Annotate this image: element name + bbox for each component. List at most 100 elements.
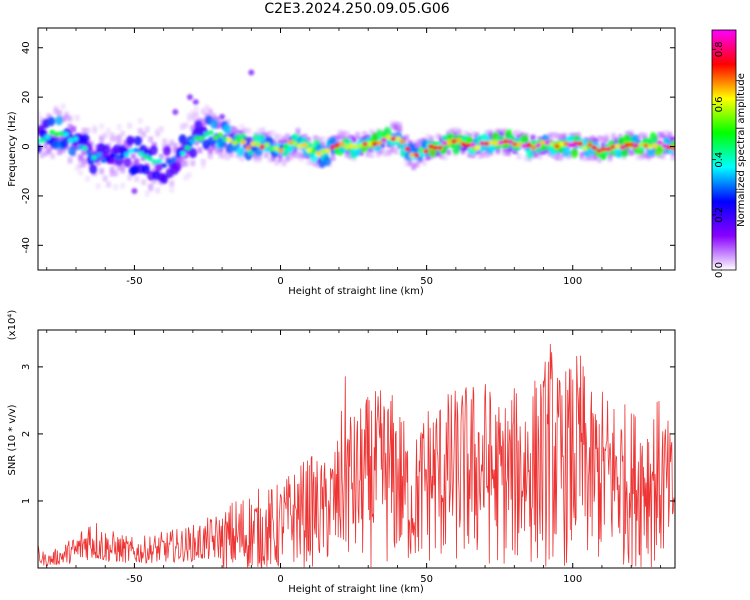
heatmap-cell <box>558 153 564 160</box>
heatmap-cell <box>287 139 294 145</box>
heatmap-cell <box>155 131 161 138</box>
heatmap-cell <box>218 149 224 156</box>
heatmap-cell <box>313 160 319 167</box>
heatmap-cell <box>253 152 259 159</box>
heatmap-cell <box>86 151 93 157</box>
spectrogram-plot: -50 0 50 100 -40 -20 0 20 40 Height of straight … <box>7 27 676 297</box>
heatmap-cell <box>246 128 252 135</box>
heatmap-cell <box>451 138 457 144</box>
heatmap-cell <box>179 161 185 168</box>
heatmap-cell <box>540 139 546 145</box>
heatmap-cell <box>278 148 284 154</box>
heatmap-cell <box>575 132 581 139</box>
heatmap-cell <box>72 136 79 142</box>
heatmap-cell <box>365 151 371 158</box>
heatmap-cell <box>148 184 154 191</box>
heatmap-cell <box>190 160 196 167</box>
heatmap-cell <box>120 130 126 137</box>
heatmap-cell <box>212 135 219 141</box>
heatmap-cell <box>305 136 311 143</box>
heatmap-cell <box>591 145 598 151</box>
heatmap-cell <box>207 108 213 115</box>
page-title: C2E3.2024.250.09.05.G06 <box>264 1 450 17</box>
heatmap-cell <box>208 130 214 135</box>
heatmap-cell <box>393 124 399 131</box>
heatmap-cell <box>81 161 87 168</box>
heatmap-cell <box>586 142 593 148</box>
heatmap-cell <box>298 155 304 162</box>
heatmap-cell <box>467 151 473 158</box>
heatmap-cell <box>446 139 453 145</box>
heatmap-cell <box>253 156 259 163</box>
heatmap-cell <box>481 151 487 158</box>
heatmap-cell <box>619 145 626 150</box>
x-tick-label: 100 <box>563 574 582 585</box>
heatmap-cell <box>147 156 154 162</box>
heatmap-cell <box>109 132 115 139</box>
heatmap-cell <box>113 170 119 177</box>
heatmap-cell <box>193 112 199 119</box>
heatmap-cell <box>418 138 424 145</box>
heatmap-cell <box>95 152 102 158</box>
heatmap-cell <box>273 146 280 151</box>
heatmap-cell <box>186 112 192 119</box>
heatmap-cell <box>197 127 203 134</box>
heatmap-cell <box>554 148 560 155</box>
heatmap-cell <box>297 143 303 149</box>
heatmap-cell <box>344 147 350 154</box>
heatmap-cell <box>495 128 501 135</box>
heatmap-cell <box>390 136 397 142</box>
heatmap-cell <box>81 127 87 134</box>
heatmap-cell <box>604 134 610 141</box>
heatmap-cell <box>267 156 273 163</box>
heatmap-cell <box>155 187 161 194</box>
heatmap-cell <box>309 159 315 166</box>
heatmap-cell <box>453 127 459 134</box>
heatmap-cell <box>642 132 648 139</box>
heatmap-cell <box>537 153 543 160</box>
heatmap-cell <box>64 111 70 118</box>
heatmap-cell <box>99 136 105 143</box>
snr-frame <box>37 329 676 569</box>
heatmap-cell <box>260 127 266 134</box>
heatmap-cell <box>183 152 189 159</box>
heatmap-cell <box>267 130 273 137</box>
heatmap-cell <box>325 148 331 154</box>
spectrogram-xlabel: Height of straight line (km) <box>288 286 424 297</box>
heatmap-cell <box>105 156 111 162</box>
heatmap-cell <box>660 152 666 159</box>
heatmap-cell <box>106 181 112 188</box>
heatmap-cell <box>657 140 663 146</box>
heatmap-cell <box>502 139 509 144</box>
snr-xlabel: Height of straight line (km) <box>288 584 424 595</box>
heatmap-cell <box>119 153 125 159</box>
heatmap-cell <box>418 147 425 153</box>
heatmap-cell <box>158 154 164 161</box>
heatmap-cell <box>200 158 206 165</box>
heatmap-cell <box>509 146 515 153</box>
heatmap-cell <box>551 131 557 138</box>
heatmap-cell <box>404 146 411 152</box>
heatmap-cell <box>219 113 226 120</box>
heatmap-cell <box>50 133 56 140</box>
heatmap-cell <box>425 133 431 140</box>
heatmap-cell <box>516 153 522 160</box>
heatmap-cell <box>81 146 88 151</box>
heatmap-cell <box>71 125 77 132</box>
heatmap-cell <box>477 152 483 159</box>
heatmap-cell <box>55 115 64 126</box>
heatmap-cell <box>371 141 378 147</box>
heatmap-cell <box>138 151 144 157</box>
heatmap-cell <box>646 146 655 157</box>
heatmap-cell <box>236 146 245 157</box>
colorbar-tick-label: 0.0 <box>714 262 725 278</box>
heatmap-cell <box>667 132 673 139</box>
heatmap-cell <box>57 136 63 143</box>
heatmap-cell <box>60 116 66 123</box>
heatmap-cell <box>597 157 603 164</box>
x-tick-label: 0 <box>277 574 283 585</box>
heatmap-cell <box>172 142 178 149</box>
colorbar-gradient <box>712 30 736 270</box>
heatmap-cell <box>610 144 616 150</box>
